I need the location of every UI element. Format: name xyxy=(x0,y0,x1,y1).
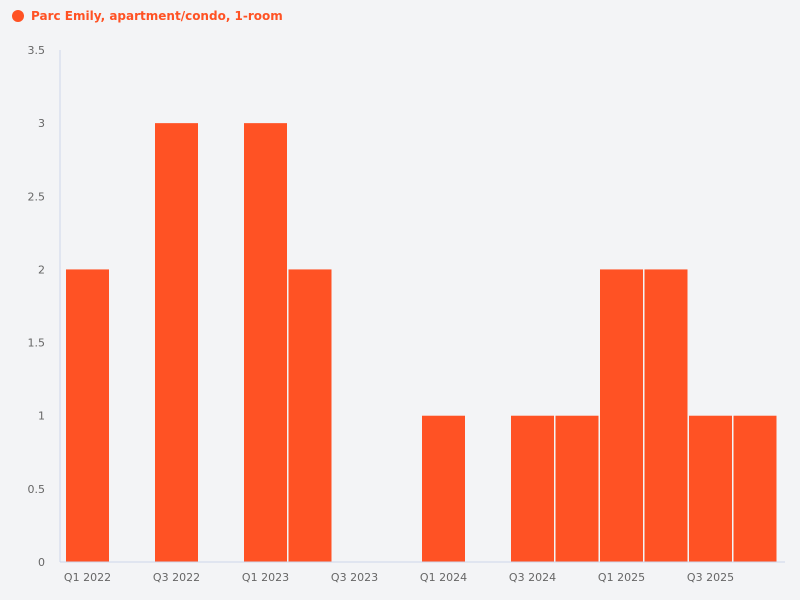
y-tick-label: 3 xyxy=(38,117,45,130)
x-tick-label: Q1 2022 xyxy=(64,571,111,584)
y-tick-label: 3.5 xyxy=(28,44,46,57)
bar[interactable] xyxy=(555,415,599,562)
bar[interactable] xyxy=(66,269,109,562)
x-tick-label: Q1 2024 xyxy=(420,571,467,584)
legend[interactable]: Parc Emily, apartment/condo, 1-room xyxy=(12,9,283,23)
x-tick-label: Q1 2025 xyxy=(598,571,645,584)
x-tick-label: Q1 2023 xyxy=(242,571,289,584)
bar[interactable] xyxy=(644,269,688,562)
bar[interactable] xyxy=(155,123,198,563)
y-tick-label: 0.5 xyxy=(28,483,46,496)
y-tick-label: 0 xyxy=(38,556,45,569)
legend-marker xyxy=(12,10,24,22)
bar[interactable] xyxy=(288,269,332,562)
bar[interactable] xyxy=(600,269,643,562)
y-tick-label: 2 xyxy=(38,263,45,276)
x-tick-label: Q3 2023 xyxy=(331,571,378,584)
bar[interactable] xyxy=(689,415,732,562)
legend-label: Parc Emily, apartment/condo, 1-room xyxy=(31,9,283,23)
y-tick-label: 1.5 xyxy=(28,337,46,350)
bar[interactable] xyxy=(244,123,287,563)
x-tick-label: Q3 2022 xyxy=(153,571,200,584)
bar[interactable] xyxy=(511,415,554,562)
bar[interactable] xyxy=(422,415,465,562)
y-tick-label: 1 xyxy=(38,410,45,423)
y-tick-label: 2.5 xyxy=(28,190,46,203)
bar[interactable] xyxy=(733,415,777,562)
x-tick-label: Q3 2025 xyxy=(687,571,734,584)
x-tick-label: Q3 2024 xyxy=(509,571,556,584)
